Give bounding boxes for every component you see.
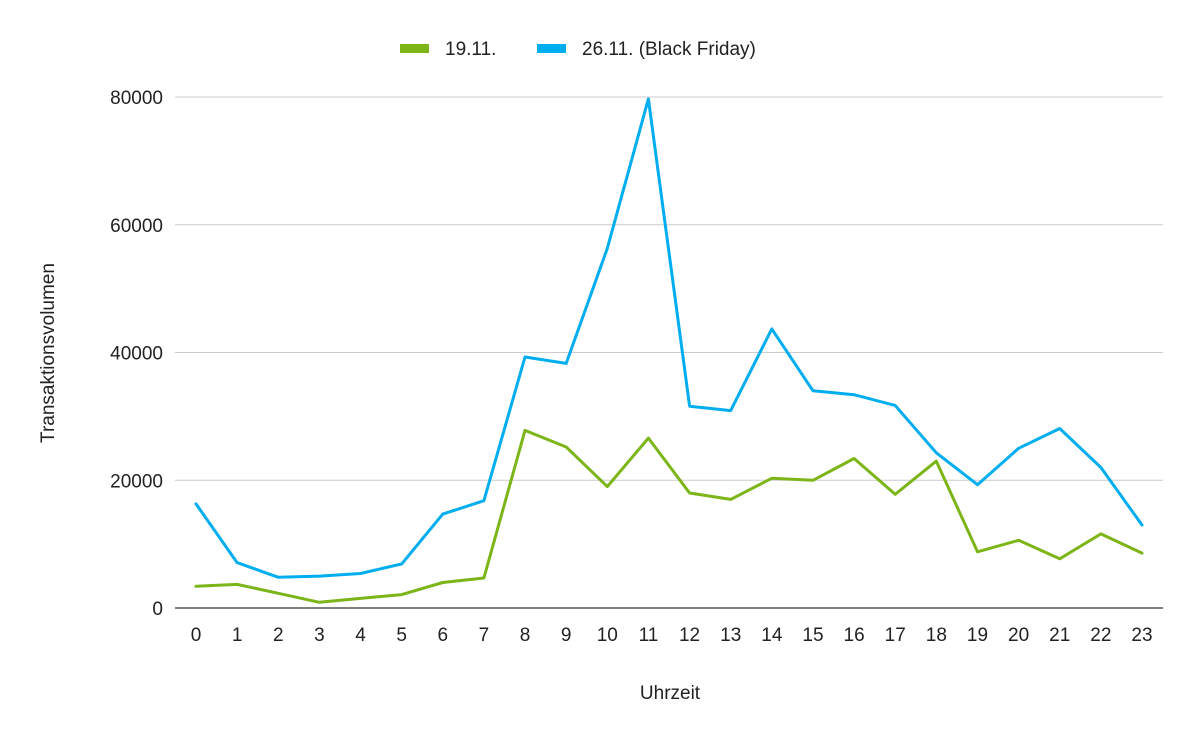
y-tick-label: 20000 [110, 471, 163, 492]
x-axis-title: Uhrzeit [640, 683, 701, 704]
y-tick-label: 0 [152, 599, 163, 620]
x-tick-label: 5 [396, 625, 407, 646]
legend-swatch-2 [537, 44, 566, 53]
x-tick-label: 2 [273, 625, 284, 646]
x-tick-label: 23 [1131, 625, 1152, 646]
x-tick-label: 3 [314, 625, 325, 646]
x-tick-label: 11 [639, 625, 659, 646]
x-tick-label: 14 [761, 625, 783, 646]
x-tick-label: 8 [520, 625, 531, 646]
x-tick-label: 0 [191, 625, 202, 646]
legend: 19.11. 26.11. (Black Friday) [400, 39, 756, 60]
x-tick-label: 9 [561, 625, 572, 646]
series-line-1 [194, 428, 1144, 604]
y-axis-title: Transaktionsvolumen [38, 263, 59, 443]
x-tick-label: 18 [926, 625, 947, 646]
y-tick-label: 60000 [110, 216, 163, 237]
x-tick-label: 10 [597, 625, 618, 646]
series-lines [194, 97, 1144, 604]
x-tick-label: 12 [679, 625, 700, 646]
legend-swatch-1 [400, 44, 429, 53]
y-tick-label: 80000 [110, 88, 163, 109]
x-tick-label: 6 [437, 625, 448, 646]
gridlines [175, 96, 1163, 481]
x-tick-label: 17 [885, 625, 906, 646]
y-tick-label: 40000 [110, 344, 163, 365]
series-line-2 [194, 97, 1144, 579]
x-tick-label: 1 [232, 625, 243, 646]
x-tick-label: 21 [1049, 625, 1070, 646]
x-tick-label: 4 [355, 625, 366, 646]
x-tick-label: 7 [479, 625, 490, 646]
x-tick-label: 20 [1008, 625, 1029, 646]
legend-label-1: 19.11. [445, 39, 496, 60]
x-tick-label: 15 [802, 625, 823, 646]
x-tick-label: 22 [1090, 625, 1111, 646]
x-tick-label: 13 [720, 625, 741, 646]
legend-label-2: 26.11. (Black Friday) [582, 39, 756, 60]
x-tick-label: 19 [967, 625, 988, 646]
x-tick-label: 16 [844, 625, 865, 646]
